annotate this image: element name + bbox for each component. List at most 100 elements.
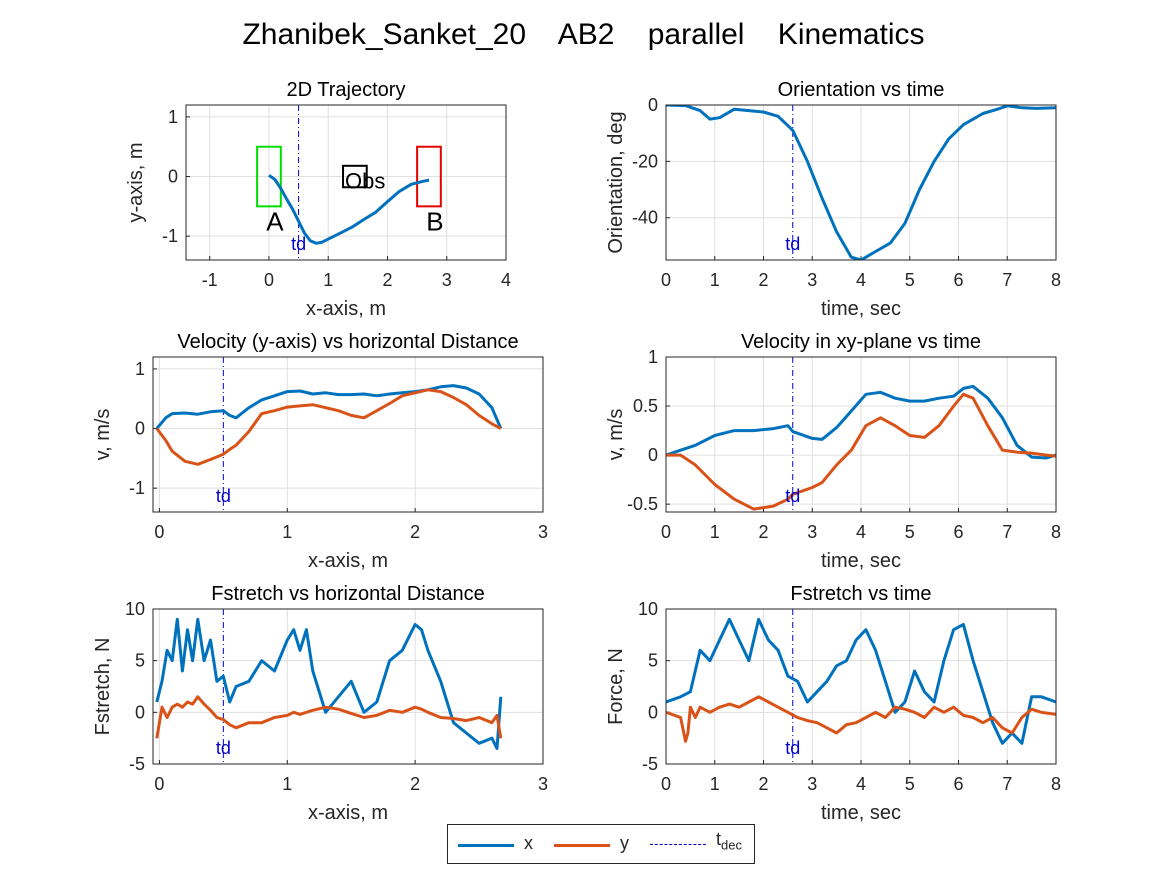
y-tick-label: 10 (638, 599, 658, 619)
x-tick-label: 8 (1051, 522, 1061, 542)
x-tick-label: 2 (410, 522, 420, 542)
y-tick-label: -5 (642, 754, 658, 774)
series-group (155, 384, 503, 466)
x-axis-label: x-axis, m (308, 550, 388, 572)
series-line-x (155, 384, 503, 430)
x-tick-label: 1 (710, 522, 720, 542)
series-group (666, 617, 1056, 745)
series-line-x (666, 105, 1056, 260)
series-line-x (268, 174, 430, 245)
legend: x y tdec (447, 824, 755, 864)
box-label-start_box: A (266, 206, 284, 236)
x-tick-label: 0 (154, 522, 164, 542)
td-label: td (216, 486, 231, 506)
chart-orient: 0 1 2 3 4 5 6 7 8 -40 -20 0 Orientation vs time time,… (605, 79, 1061, 320)
legend-tdec-sub: dec (721, 837, 742, 853)
y-tick-label: 5 (648, 651, 658, 671)
chart-title: 2D Trajectory (287, 79, 406, 101)
y-tick-label: -40 (632, 208, 658, 228)
chart-traj: -1 0 1 2 3 4 -1 0 1 2D Trajectory x-axis, m y-axis,… (125, 79, 511, 320)
x-tick-label: -1 (202, 270, 218, 290)
box-label-end_box: B (426, 206, 443, 236)
chart-vdist: 0 1 2 3 -1 0 1 Velocity (y-axis) vs horizontal … (92, 331, 548, 572)
legend-line-x (458, 844, 514, 847)
x-tick-label: 3 (807, 270, 817, 290)
x-axis-label: time, sec (821, 802, 901, 824)
x-tick-label: 5 (905, 522, 915, 542)
y-tick-label: 1 (168, 107, 178, 127)
series-group (155, 617, 503, 750)
legend-label-tdec: tdec (716, 829, 742, 853)
y-tick-label: 1 (135, 359, 145, 379)
series-line-x (666, 384, 1056, 460)
legend-tdec-main: t (716, 829, 722, 849)
x-tick-label: 8 (1051, 270, 1061, 290)
x-tick-label: 0 (264, 270, 274, 290)
x-tick-label: 4 (501, 270, 511, 290)
axes-box (185, 104, 507, 261)
x-tick-label: 0 (661, 270, 671, 290)
chart-title: Velocity (y-axis) vs horizontal Distance (177, 331, 518, 353)
box-obs_box (342, 164, 368, 189)
x-tick-label: 0 (154, 774, 164, 794)
y-tick-label: 0 (135, 702, 145, 722)
box-end_box (416, 145, 442, 208)
x-tick-label: 5 (905, 270, 915, 290)
y-tick-label: 0 (648, 95, 658, 115)
series-line-y (155, 388, 502, 466)
x-tick-label: 3 (442, 270, 452, 290)
series-line-y (155, 695, 503, 739)
series-line-x (155, 617, 503, 750)
y-axis-label: Orientation, deg (605, 111, 627, 253)
y-axis-label: Fstretch, N (92, 638, 114, 736)
x-tick-label: 0 (661, 522, 671, 542)
series-group (268, 174, 430, 245)
y-tick-label: 10 (125, 599, 145, 619)
figure-title: Zhanibek_Sanket_20 AB2 parallel Kinemati… (242, 18, 925, 51)
td-label: td (785, 738, 800, 758)
x-tick-label: 7 (1002, 522, 1012, 542)
legend-label-y: y (620, 833, 629, 853)
axes-box (152, 356, 544, 513)
x-tick-label: 0 (661, 774, 671, 794)
y-tick-label: 5 (135, 651, 145, 671)
x-tick-label: 1 (282, 522, 292, 542)
x-tick-label: 3 (538, 522, 548, 542)
axes-box (152, 608, 544, 765)
x-tick-label: 2 (758, 270, 768, 290)
x-tick-label: 3 (538, 774, 548, 794)
box-label-obs_box: Obs (345, 169, 385, 194)
x-tick-label: 4 (856, 270, 866, 290)
x-tick-label: 1 (282, 774, 292, 794)
x-axis-label: x-axis, m (306, 298, 386, 320)
x-tick-label: 5 (905, 774, 915, 794)
x-axis-label: time, sec (821, 298, 901, 320)
td-label: td (785, 486, 800, 506)
x-tick-label: 1 (323, 270, 333, 290)
y-tick-label: 1 (648, 347, 658, 367)
y-tick-label: 0.5 (633, 396, 658, 416)
x-tick-label: 3 (807, 774, 817, 794)
chart-title: Fstretch vs time (790, 583, 931, 605)
y-tick-label: -0.5 (627, 494, 658, 514)
x-tick-label: 4 (856, 522, 866, 542)
axes-box (665, 608, 1057, 765)
x-axis-label: x-axis, m (308, 802, 388, 824)
y-tick-label: 0 (648, 702, 658, 722)
td-label: td (216, 738, 231, 758)
x-tick-label: 7 (1002, 774, 1012, 794)
y-axis-label: y-axis, m (125, 143, 147, 223)
y-axis-label: v, m/s (605, 409, 627, 461)
x-tick-label: 2 (382, 270, 392, 290)
y-tick-label: -20 (632, 151, 658, 171)
y-tick-label: 0 (168, 167, 178, 187)
x-tick-label: 3 (807, 522, 817, 542)
x-axis-label: time, sec (821, 550, 901, 572)
y-tick-label: -1 (129, 478, 145, 498)
axes-box (665, 104, 1057, 261)
y-tick-label: -5 (129, 754, 145, 774)
series-line-y (666, 392, 1056, 511)
